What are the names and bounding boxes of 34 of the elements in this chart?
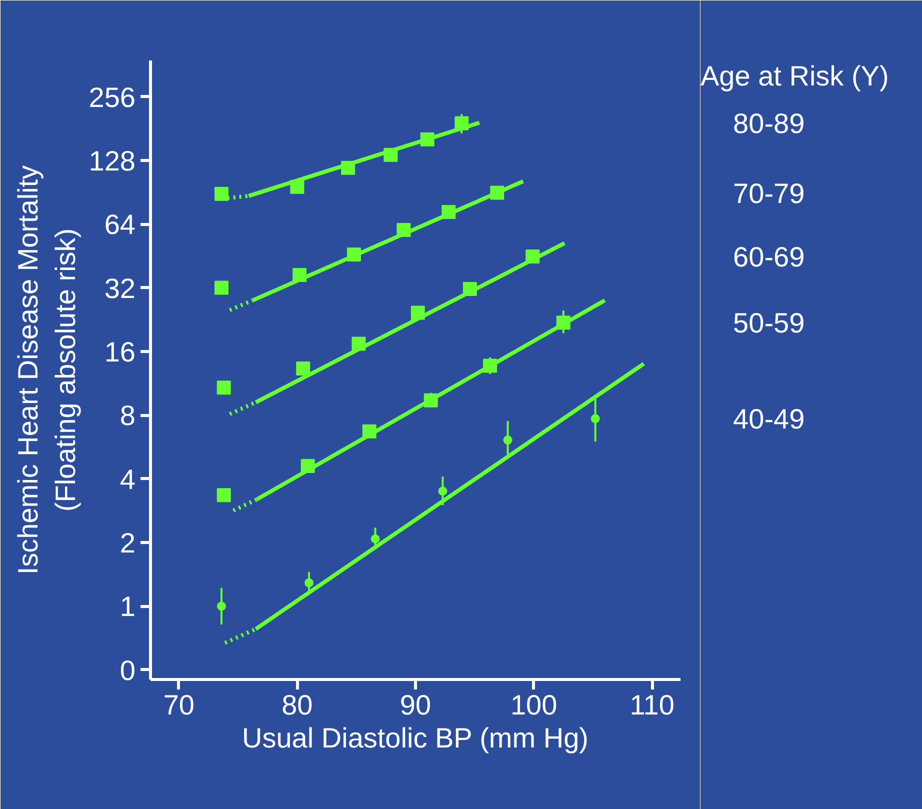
point: [590, 414, 600, 424]
y-tick-label: 64: [104, 209, 136, 240]
y-tick-label: 256: [88, 82, 136, 113]
y-axis-title: Ischemic Heart Disease Mortality (Floating absolute risk): [12, 165, 81, 575]
point: [216, 602, 226, 611]
legend-title: Age at Risk (Y): [700, 60, 889, 92]
point: [214, 280, 228, 295]
x-tick-label: 70: [163, 690, 194, 720]
y-tick-label: 128: [88, 145, 136, 176]
point: [216, 380, 231, 395]
y-tick-label: 1: [120, 591, 136, 622]
point: [438, 486, 448, 496]
text: 60-69: [733, 241, 805, 272]
text: 70-79: [733, 178, 805, 209]
y-tick-label: 32: [104, 272, 136, 304]
x-axis-title: Usual Diastolic BP (mm Hg): [242, 722, 588, 754]
point: [216, 488, 231, 502]
text: 80-89: [733, 108, 805, 140]
text: 40-49: [733, 404, 805, 435]
y-tick-label: 2: [120, 527, 136, 558]
point: [296, 361, 310, 376]
y-tick-label: 4: [120, 464, 136, 495]
y-tick-label: 8: [120, 400, 136, 432]
point: [304, 578, 314, 588]
x-tick-label: 90: [400, 690, 432, 720]
x-tick-label: 110: [630, 690, 674, 720]
x-tick-label: 100: [510, 690, 558, 720]
point: [214, 186, 228, 201]
x-tick-label: 80: [282, 690, 313, 720]
point: [503, 436, 512, 445]
text: 50-59: [733, 308, 805, 339]
y-tick-label: 0: [120, 654, 136, 686]
y-tick-label: 16: [104, 336, 136, 368]
point: [370, 534, 380, 544]
